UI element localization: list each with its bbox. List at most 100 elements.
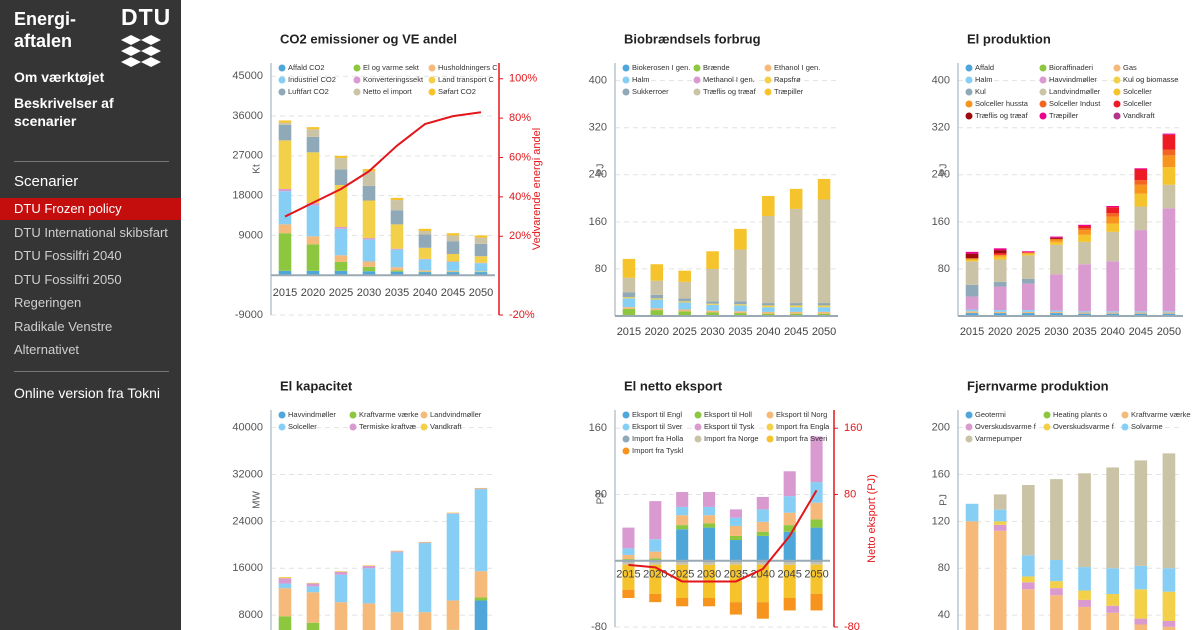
legend-swatch: [694, 435, 702, 443]
bar-segment: [278, 616, 292, 630]
bar-segment: [1050, 310, 1063, 312]
bar-segment: [622, 527, 635, 549]
legend-label: Import fra Holla: [632, 434, 684, 443]
y-tick-label: 45000: [232, 70, 263, 82]
legend-label: Eksport til Holl: [704, 410, 752, 419]
bar-segment: [334, 261, 348, 271]
y2-tick-label: 160: [844, 422, 862, 434]
legend-label: Heating plants o: [1053, 410, 1107, 419]
scenario-link[interactable]: DTU Fossilfri 2050: [14, 271, 122, 287]
chart-title: El netto eksport: [624, 378, 723, 393]
bar-segment: [706, 304, 719, 311]
bar-segment: [362, 239, 376, 262]
nav-link[interactable]: Beskrivelser af scenarier: [14, 95, 114, 129]
bar-segment: [334, 270, 348, 276]
legend-swatch: [1043, 411, 1051, 419]
bar-segment: [703, 506, 716, 516]
legend-label: Kul og biomasse: [1123, 75, 1178, 84]
app-title[interactable]: Energi-: [14, 9, 77, 29]
bar-segment: [474, 600, 488, 630]
bar-segment: [622, 277, 636, 293]
y-tick-label: 40: [938, 609, 950, 621]
bar-segment: [1050, 479, 1063, 561]
bar-segment: [474, 263, 488, 272]
bar-segment: [965, 313, 979, 316]
scenario-link[interactable]: DTU International skibsfart: [14, 224, 168, 240]
x-tick-label: 2045: [441, 287, 465, 299]
bar-segment: [789, 311, 803, 314]
bar-segment: [474, 597, 488, 601]
section-heading: Scenarier: [14, 173, 79, 190]
legend-swatch: [766, 411, 774, 419]
chart: El netto eksport -80 80 160 PJ -80 80 160 Netto …: [589, 378, 878, 630]
nav-link[interactable]: Om værktøjet: [14, 69, 105, 85]
y-tick-label: 32000: [232, 468, 263, 480]
bar-segment: [334, 185, 348, 228]
bar-segment: [418, 612, 432, 630]
bar-segment: [1134, 624, 1148, 630]
bar-segment: [676, 525, 689, 530]
bar-segment: [306, 586, 320, 593]
legend-swatch: [693, 76, 701, 84]
bar-segment: [810, 482, 823, 503]
bar-segment: [390, 248, 404, 250]
y2-tick-label: 60%: [509, 151, 531, 163]
bar-segment: [362, 603, 376, 630]
bar-segment: [810, 527, 823, 561]
legend-label: Solceller: [1123, 87, 1152, 96]
scenario-link[interactable]: Radikale Venstre: [14, 318, 113, 334]
legend-label: Sukkerroer: [632, 87, 669, 96]
legend-label: Import fra Engla: [776, 422, 830, 431]
scenario-link[interactable]: Regeringen: [14, 295, 82, 310]
bar-segment: [1162, 620, 1176, 627]
x-tick-label: 2040: [1100, 326, 1124, 338]
y-axis-label: PJ: [596, 164, 607, 176]
bar-segment: [817, 199, 831, 304]
bar-segment: [418, 270, 432, 272]
bar-segment: [965, 259, 979, 262]
legend-swatch: [353, 64, 361, 72]
bar-segment: [734, 249, 747, 302]
y-tick-label: 8000: [239, 609, 263, 621]
legend-swatch: [965, 423, 973, 431]
app-title[interactable]: aftalen: [14, 31, 73, 51]
bar-segment: [1162, 134, 1176, 150]
bar-segment: [1050, 238, 1063, 240]
legend-swatch: [694, 423, 702, 431]
bar-segment: [1134, 312, 1148, 314]
scenario-link[interactable]: DTU Frozen policy: [0, 198, 181, 220]
bar-segment: [783, 562, 796, 565]
nav-link[interactable]: Online version fra Tokni: [14, 385, 161, 401]
bar-segment: [1106, 261, 1120, 312]
bar-segment: [810, 502, 823, 520]
bar-segment: [1162, 208, 1176, 312]
bar-segment: [789, 313, 803, 316]
bar-segment: [817, 305, 831, 308]
legend-label: Solceller: [1123, 99, 1152, 108]
bar-segment: [762, 305, 775, 308]
bar-segment: [676, 491, 689, 507]
x-tick-label: 2015: [617, 326, 641, 338]
bar-segment: [622, 292, 636, 298]
bar-segment: [622, 564, 635, 590]
legend-label: Kraftvarme værke: [359, 410, 419, 419]
scenario-link[interactable]: DTU Fossilfri 2040: [14, 248, 122, 263]
chart-title: El produktion: [967, 31, 1051, 46]
bar-segment: [474, 489, 488, 572]
x-tick-label: 2025: [1016, 326, 1040, 338]
legend-label: Import fra Tyskl: [632, 446, 683, 455]
bar-segment: [810, 562, 823, 565]
bar-segment: [474, 237, 488, 244]
bar-segment: [1021, 251, 1035, 253]
bar-segment: [706, 268, 719, 302]
chart: Biobrændsels forbrug 80 160 240 320 400 PJ 2015…: [589, 31, 838, 338]
bar-segment: [1078, 473, 1091, 568]
legend-label: Eksport til Engl: [632, 410, 682, 419]
scenario-link[interactable]: Alternativet: [14, 342, 80, 357]
bar-segment: [650, 280, 664, 295]
chart-title: CO2 emissioner og VE andel: [280, 31, 457, 46]
bar-segment: [993, 521, 1007, 525]
bar-segment: [278, 140, 292, 189]
bar-segment: [278, 270, 292, 276]
bar-segment: [474, 256, 488, 263]
